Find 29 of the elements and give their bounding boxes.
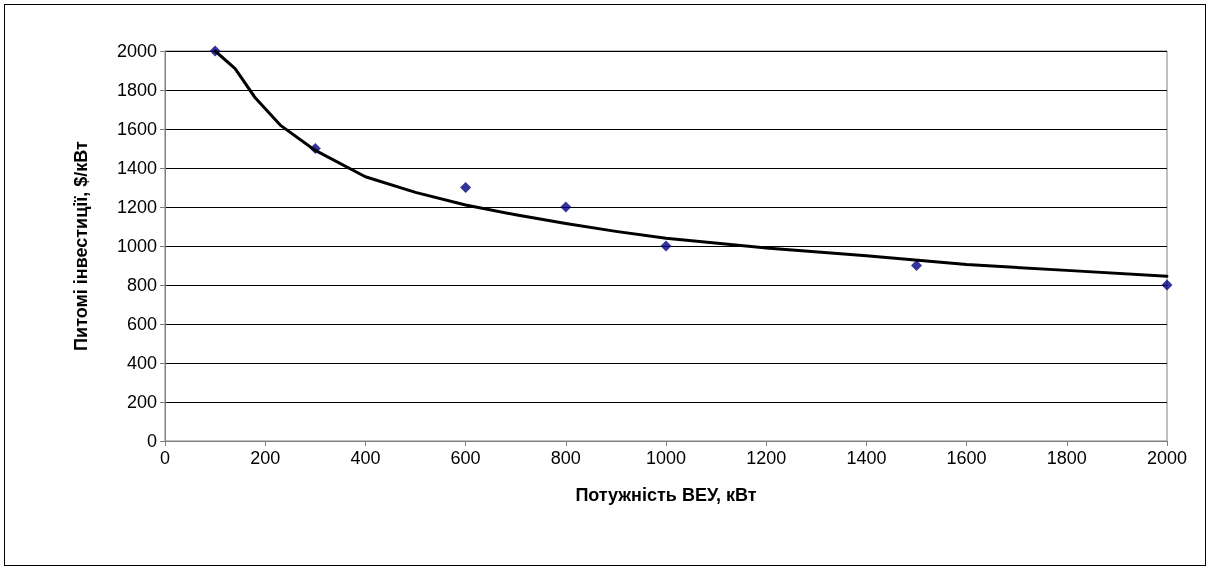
y-tick-label: 400 [126,353,157,373]
y-axis-title: Питомі інвестиції, $/кВт [71,140,91,351]
point [460,182,472,193]
y-tick-label: 1800 [116,80,157,100]
y-tick-label: 2000 [116,41,157,61]
point [911,260,922,271]
y-tick-label: 1200 [116,197,157,217]
point [1161,279,1173,291]
x-axis-title: Потужність ВЕУ, кВт [575,485,757,505]
x-tick-label: 1800 [1046,448,1087,468]
x-tick-label: 200 [250,448,281,468]
x-tick-label: 800 [550,448,581,468]
x-tick-label: 2000 [1146,448,1188,468]
y-tick-label: 600 [126,314,157,334]
y-tick-label: 200 [126,392,157,412]
y-tick-label: 0 [146,431,157,451]
y-tick-label: 1400 [116,158,157,178]
point [660,240,672,252]
x-tick-label: 1400 [846,448,887,468]
x-tick-label: 1200 [746,448,787,468]
x-tick-label: 1000 [645,448,687,468]
x-tick-label: 600 [450,448,481,468]
y-tick-label: 1000 [116,236,157,256]
y-tick-label: 1600 [116,119,157,139]
x-tick-label: 400 [350,448,381,468]
x-tick-label: 1600 [946,448,987,468]
y-tick-label: 800 [126,275,157,295]
x-tick-label: 0 [159,448,171,468]
point [560,201,572,213]
